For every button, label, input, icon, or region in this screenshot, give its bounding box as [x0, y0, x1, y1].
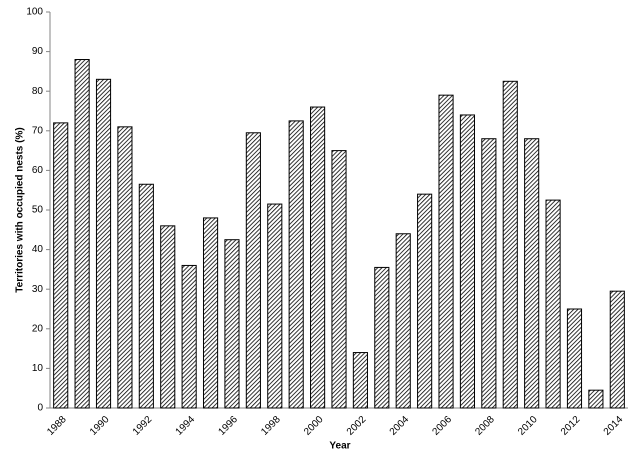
y-tick-label: 70 — [32, 125, 44, 136]
y-tick-label: 30 — [32, 284, 44, 295]
bar — [395, 233, 411, 409]
y-axis-title: Territories with occupied nests (%) — [15, 127, 26, 292]
y-tick-label: 90 — [32, 46, 44, 57]
bar — [224, 239, 240, 409]
bar — [74, 59, 90, 409]
bar — [117, 126, 133, 409]
bar — [481, 138, 497, 409]
bar — [417, 193, 433, 409]
bar — [459, 114, 476, 409]
bar — [53, 122, 69, 409]
bar — [502, 80, 518, 409]
y-tick-label: 60 — [32, 165, 44, 176]
bar — [160, 225, 176, 409]
y-tick-label: 0 — [37, 403, 43, 414]
bar — [331, 150, 347, 409]
bar — [310, 106, 326, 409]
bar — [545, 199, 561, 409]
bar — [181, 264, 197, 409]
bar — [352, 352, 368, 409]
bar — [524, 138, 540, 409]
y-tick-label: 10 — [32, 363, 44, 374]
y-tick-label: 80 — [32, 86, 44, 97]
y-tick-label: 20 — [32, 323, 44, 334]
bar — [438, 94, 454, 409]
y-tick-label: 40 — [32, 244, 44, 255]
bar — [566, 308, 583, 409]
bar — [267, 203, 283, 409]
bar — [374, 266, 390, 409]
bar — [245, 132, 261, 409]
x-axis-title: Year — [329, 441, 350, 452]
y-tick-label: 50 — [32, 205, 44, 216]
y-tick-label: 100 — [26, 7, 43, 18]
bar — [588, 389, 604, 409]
bar — [288, 120, 304, 409]
bar — [95, 78, 112, 409]
bar — [138, 183, 154, 409]
bar — [609, 290, 625, 409]
bar — [202, 217, 219, 409]
